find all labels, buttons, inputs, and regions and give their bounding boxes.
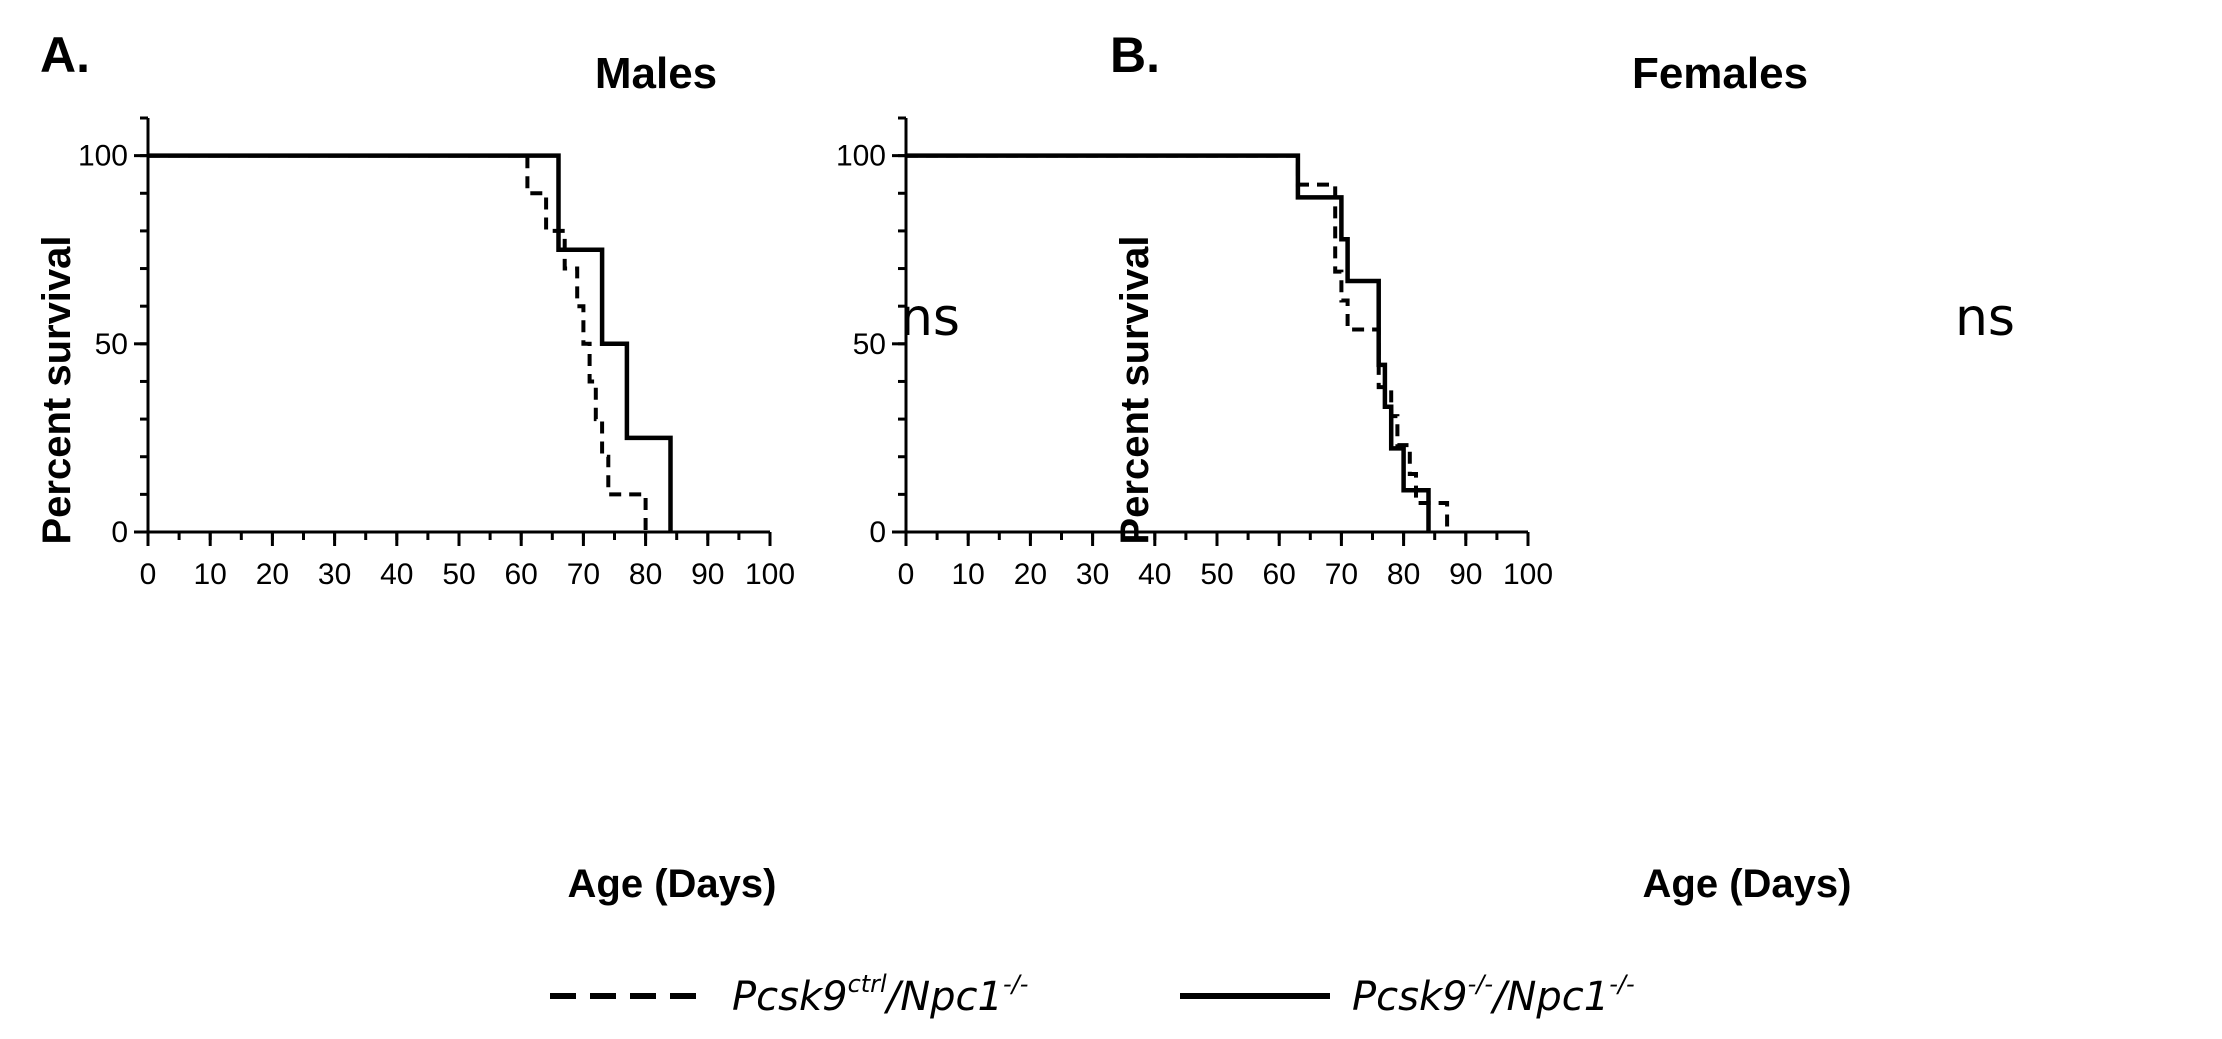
- x-tick-label: 40: [1138, 558, 1171, 591]
- y-axis-title: Percent survival: [1113, 235, 1157, 544]
- x-axis-title: Age (Days): [1643, 862, 1852, 906]
- significance-label: ns: [900, 288, 960, 348]
- x-tick-label: 0: [140, 558, 157, 591]
- x-tick-label: 70: [1325, 558, 1358, 591]
- x-tick-label: 0: [898, 558, 915, 591]
- x-tick-label: 60: [1263, 558, 1296, 591]
- legend: Pcsk9ctrl/Npc1-/- Pcsk9-/-/Npc1-/-: [550, 970, 1635, 1020]
- x-tick-label: 90: [1449, 558, 1482, 591]
- x-axis-title: Age (Days): [568, 862, 777, 906]
- axes: 0 50 100 0 10 20 30 40 50 60 70 80 90 100: [78, 116, 795, 591]
- series-line-solid: [148, 153, 673, 532]
- panel-label: B.: [1110, 27, 1160, 83]
- x-tick-label: 100: [745, 558, 795, 591]
- y-tick-label: 100: [836, 140, 886, 173]
- legend-label-ko: Pcsk9-/-/Npc1-/-: [1352, 970, 1635, 1020]
- x-tick-label: 70: [567, 558, 600, 591]
- x-tick-label: 50: [1200, 558, 1233, 591]
- y-tick-label: 0: [869, 516, 886, 549]
- y-tick-label: 50: [853, 328, 886, 361]
- y-axis-title: Percent survival: [35, 235, 79, 544]
- x-tick-label: 90: [691, 558, 724, 591]
- x-tick-label: 10: [194, 558, 227, 591]
- chart-title: Males: [595, 49, 717, 98]
- chart-title: Females: [1632, 49, 1808, 98]
- significance-label: ns: [1955, 288, 2015, 348]
- x-tick-label: 80: [1387, 558, 1420, 591]
- panel-females: B. Females Percent survival Age (Days) 0…: [836, 27, 2015, 906]
- x-tick-label: 80: [629, 558, 662, 591]
- panel-label: A.: [40, 27, 90, 83]
- x-tick-label: 20: [256, 558, 289, 591]
- x-tick-label: 30: [1076, 558, 1109, 591]
- x-tick-label: 50: [442, 558, 475, 591]
- series-line-dashed: [148, 153, 648, 532]
- series-line-solid: [906, 153, 1431, 532]
- y-tick-label: 100: [78, 140, 128, 173]
- x-tick-label: 30: [318, 558, 351, 591]
- series-layer: [906, 153, 1450, 532]
- x-tick-label: 10: [952, 558, 985, 591]
- x-tick-label: 60: [505, 558, 538, 591]
- legend-label-ctrl: Pcsk9ctrl/Npc1-/-: [732, 970, 1028, 1020]
- series-line-dashed: [906, 153, 1450, 532]
- panel-males: A. Males Percent survival Age (Days) 0 50…: [35, 27, 960, 906]
- x-tick-label: 40: [380, 558, 413, 591]
- y-tick-label: 50: [95, 328, 128, 361]
- x-tick-label: 20: [1014, 558, 1047, 591]
- y-tick-label: 0: [111, 516, 128, 549]
- axes: 0 50 100 0 10 20 30 40 50 60 70 80 90 100: [836, 116, 1553, 591]
- x-tick-label: 100: [1503, 558, 1553, 591]
- series-layer: [148, 153, 673, 532]
